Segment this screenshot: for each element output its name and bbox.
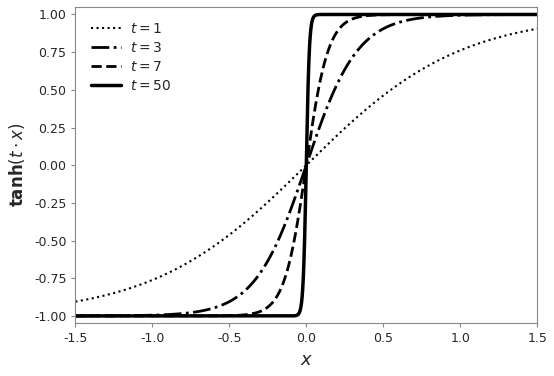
$t = 3$	[125, 313, 131, 318]
$t = 7$	[249, 311, 256, 316]
$t = 50$	[475, 12, 482, 17]
$t = 3$	[525, 12, 531, 17]
$t = 50$	[125, 314, 131, 318]
$t = 50$	[152, 314, 159, 318]
$t = 50$	[72, 314, 79, 318]
$t = 7$	[475, 12, 481, 17]
Y-axis label: $\mathbf{tanh}(t \cdot x)$: $\mathbf{tanh}(t \cdot x)$	[7, 123, 27, 208]
$t = 1$	[72, 299, 79, 304]
$t = 7$	[534, 12, 541, 17]
$t = 50$	[269, 314, 276, 318]
$t = 7$	[525, 12, 531, 17]
Line: $t = 1$: $t = 1$	[75, 29, 537, 302]
$t = 7$	[125, 314, 131, 318]
$t = 1$	[525, 28, 531, 33]
$t = 1$	[152, 276, 159, 281]
$t = 1$	[249, 214, 256, 218]
$t = 3$	[72, 314, 79, 318]
$t = 1$	[475, 41, 481, 46]
$t = 3$	[534, 12, 541, 17]
$t = 7$	[72, 314, 79, 318]
$t = 7$	[269, 300, 276, 305]
$t = 3$	[152, 313, 159, 317]
$t = 50$	[525, 12, 531, 17]
$t = 1$	[125, 287, 131, 291]
$t = 1$	[269, 196, 276, 200]
$t = 50$	[534, 12, 541, 17]
Legend: $t = 1$, $t = 3$, $t = 7$, $t = 50$: $t = 1$, $t = 3$, $t = 7$, $t = 50$	[83, 14, 179, 101]
Line: $t = 7$: $t = 7$	[75, 15, 537, 316]
$t = 50$	[249, 314, 256, 318]
$t = 3$	[475, 12, 481, 17]
X-axis label: $x$: $x$	[300, 351, 313, 369]
$t = 1$	[534, 27, 541, 31]
Line: $t = 50$: $t = 50$	[75, 15, 537, 316]
$t = 7$	[152, 314, 159, 318]
$t = 3$	[269, 250, 276, 255]
$t = 3$	[249, 281, 256, 285]
$t = 50$	[362, 12, 368, 17]
Line: $t = 3$: $t = 3$	[75, 15, 537, 316]
